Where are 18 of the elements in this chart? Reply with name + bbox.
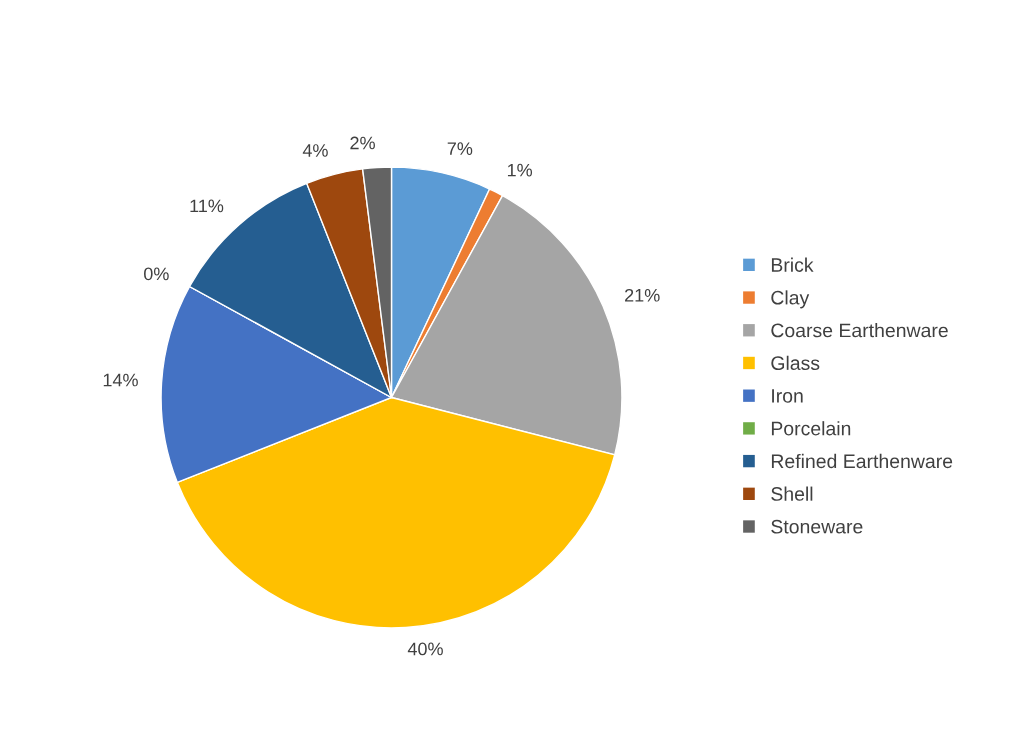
legend-label: Glass [771,355,820,371]
legend-label: Refined Earthenware [771,453,953,469]
legend-label: Iron [772,389,803,403]
legend-label: Brick [771,257,814,272]
legend-label: Clay [771,290,810,309]
data-label: 1% [507,163,533,177]
data-label: 11% [190,199,224,213]
legend-label: Coarse Earthenware [771,323,948,338]
text: 0% [144,267,169,281]
data-label: 2% [350,136,375,150]
data-label: 40% [407,642,443,656]
data-label: 21% [625,288,660,302]
data-label: 14% [103,373,138,387]
legend-label: Porcelain [771,421,851,436]
data-label: 7% [447,142,473,155]
data-label: 4% [302,144,328,157]
legend-label: Shell [771,486,813,501]
legend-label: Stoneware [771,519,863,534]
